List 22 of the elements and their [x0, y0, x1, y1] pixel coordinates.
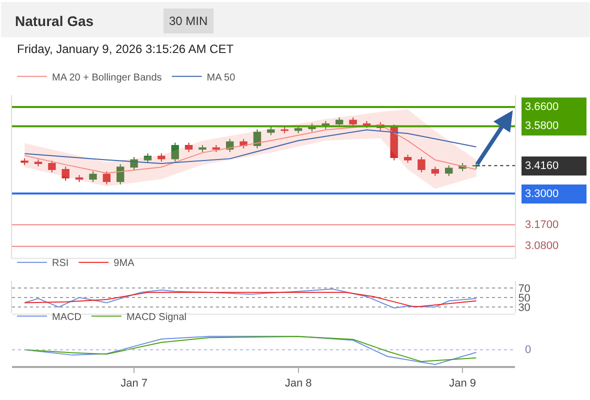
legend-label: MACD Signal [126, 312, 186, 324]
legend-label: MA 50 [206, 72, 236, 84]
legend-label: 9MA [114, 258, 135, 270]
chart-title: Natural Gas [15, 13, 94, 29]
ref-line-label: 3.3000 [525, 188, 559, 200]
x-tick-label: Jan 9 [449, 377, 476, 390]
y-tick-label: 30 [518, 302, 530, 314]
ref-line-label: 3.1700 [525, 219, 559, 231]
y-tick-label: 70 [518, 282, 530, 295]
text: Friday, January 9, 2026 3:15:26 AM CET [17, 42, 234, 56]
x-tick-label: Jan 7 [120, 377, 148, 390]
text: MACD [52, 312, 82, 324]
y-tick-label: 50 [518, 292, 530, 304]
ref-line-label: 3.4160 [525, 160, 559, 172]
legend-label: RSI [52, 258, 69, 270]
ref-line-label: 3.0800 [525, 240, 559, 252]
ref-line-label: 3.6600 [525, 101, 559, 113]
ref-line-label: 0 [525, 344, 532, 356]
x-tick-label: Jan 8 [284, 377, 312, 390]
chart-subtitle: 30 MIN [169, 14, 208, 28]
ref-line-label: 3.5800 [525, 120, 559, 132]
legend-label: MA 20 + Bollinger Bands [52, 72, 162, 84]
